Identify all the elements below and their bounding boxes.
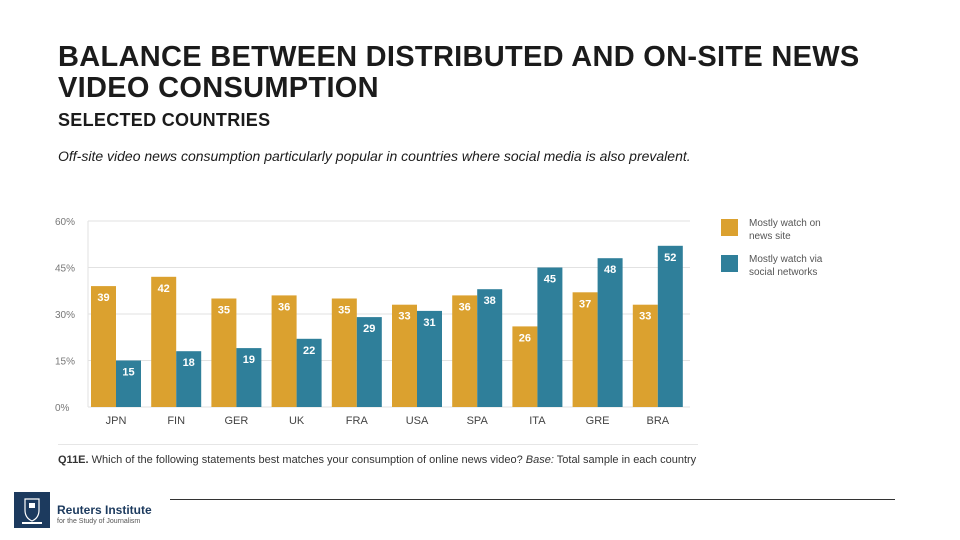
bar-fra-social — [356, 317, 382, 407]
value-label-gre-social: 48 — [604, 264, 616, 276]
page-title: BALANCE BETWEEN DISTRIBUTED AND ON-SITE … — [58, 41, 860, 104]
legend-swatch-social — [721, 255, 738, 272]
y-tick-label-60: 60% — [55, 217, 75, 228]
bar-uk-news-site — [271, 295, 297, 407]
base-label: Base: — [525, 454, 554, 466]
bar-fin-social — [176, 351, 202, 407]
legend-label-social-line1: Mostly watch via — [749, 254, 823, 265]
x-tick-label-ita: ITA — [529, 415, 546, 427]
label-layer: 0% 15% 30% 45% 60% 39 15 JPN 42 18 FIN 35 19 GER 36 22 U… — [55, 217, 676, 427]
bar-gre-news-site — [572, 292, 598, 407]
x-tick-label-usa: USA — [406, 415, 429, 427]
bar-bra-social — [657, 245, 683, 407]
value-label-ger-social: 19 — [243, 354, 255, 366]
x-tick-label-fra: FRA — [346, 415, 369, 427]
value-label-ita-news-site: 26 — [519, 332, 531, 344]
question-text: Which of the following statements best m… — [91, 454, 523, 466]
legend-label-news-site-line1: Mostly watch on — [749, 218, 821, 229]
bar-gre-social — [597, 258, 623, 407]
value-label-fra-social: 29 — [363, 323, 375, 335]
x-tick-label-jpn: JPN — [106, 415, 127, 427]
x-tick-label-bra: BRA — [646, 415, 669, 427]
bar-ger-social — [236, 348, 262, 407]
bar-usa-news-site — [392, 304, 417, 407]
bar-jpn-social — [116, 360, 141, 407]
bar-fra-news-site — [331, 298, 357, 407]
bar-ita-news-site — [512, 326, 538, 407]
legend: Mostly watch on news site Mostly watch v… — [721, 218, 823, 278]
value-label-ita-social: 45 — [544, 274, 556, 286]
value-label-bra-social: 52 — [664, 252, 676, 264]
value-label-jpn-social: 15 — [122, 367, 134, 379]
value-label-spa-news-site: 36 — [459, 301, 471, 313]
bar-ita-social — [537, 267, 563, 407]
x-tick-label-spa: SPA — [467, 415, 489, 427]
value-label-usa-social: 31 — [423, 317, 435, 329]
base-text: Total sample in each country — [556, 454, 697, 466]
footer-divider — [170, 499, 895, 500]
bar-layer — [91, 245, 683, 407]
bar-spa-news-site — [452, 295, 478, 407]
bar-ger-news-site — [211, 298, 237, 407]
value-label-uk-news-site: 36 — [278, 301, 290, 313]
value-label-ger-news-site: 35 — [218, 305, 230, 317]
value-label-usa-news-site: 33 — [398, 311, 410, 323]
legend-label-news-site-line2: news site — [749, 231, 791, 242]
bar-uk-social — [296, 338, 322, 407]
value-label-fin-social: 18 — [183, 357, 195, 369]
y-tick-label-15: 15% — [55, 357, 75, 368]
value-label-jpn-news-site: 39 — [97, 292, 109, 304]
value-label-bra-news-site: 33 — [639, 311, 651, 323]
oxford-crest-logo-icon — [14, 492, 50, 528]
x-tick-label-ger: GER — [224, 415, 248, 427]
bar-fin-news-site — [151, 276, 177, 407]
question-note: Q11E. Which of the following statements … — [58, 454, 696, 466]
bar-jpn-news-site — [91, 286, 116, 407]
value-label-spa-social: 38 — [484, 295, 496, 307]
value-label-uk-social: 22 — [303, 345, 315, 357]
logo-title: Reuters Institute — [57, 503, 152, 517]
x-tick-label-fin: FIN — [167, 415, 185, 427]
bar-spa-social — [477, 289, 503, 407]
page-subtitle: SELECTED COUNTRIES — [58, 110, 271, 130]
y-tick-label-0: 0% — [55, 403, 70, 414]
value-label-fra-news-site: 35 — [338, 305, 350, 317]
bar-usa-social — [417, 310, 442, 407]
chart-caption: Off-site video news consumption particul… — [58, 148, 691, 164]
y-tick-label-30: 30% — [55, 310, 75, 321]
legend-label-social-line2: social networks — [749, 267, 817, 278]
legend-swatch-news-site — [721, 219, 738, 236]
x-tick-label-gre: GRE — [586, 415, 610, 427]
bar-bra-news-site — [632, 304, 658, 407]
y-tick-label-45: 45% — [55, 264, 75, 275]
x-tick-label-uk: UK — [289, 415, 305, 427]
value-label-fin-news-site: 42 — [158, 283, 170, 295]
question-id: Q11E. — [58, 454, 89, 466]
logo-subtitle: for the Study of Journalism — [57, 518, 141, 525]
value-label-gre-news-site: 37 — [579, 298, 591, 310]
chart-bottom-rule — [58, 444, 698, 445]
